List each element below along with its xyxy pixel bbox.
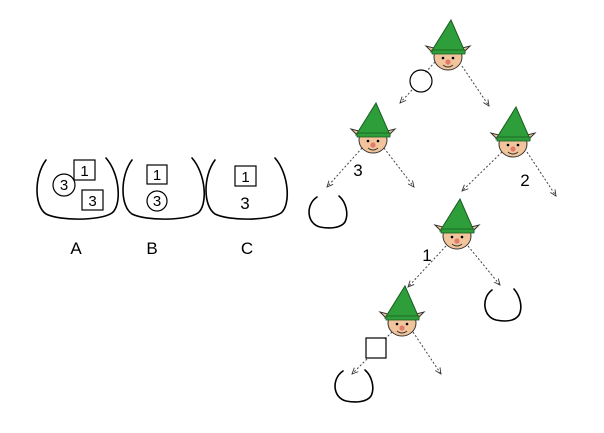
branch-label-right: 2	[520, 171, 529, 190]
tree-edges	[327, 61, 556, 374]
edge-left-to-right	[383, 147, 414, 187]
bag-label: C	[241, 239, 253, 258]
elf-icon	[490, 106, 536, 158]
edge-circle-to-elf-left	[400, 89, 413, 103]
token-value: 1	[241, 169, 249, 186]
edge-root-to-circle	[423, 61, 436, 75]
bag-label: A	[70, 239, 82, 258]
square-token-icon	[365, 337, 387, 359]
square-token-icon	[81, 189, 104, 211]
token-value: 3	[240, 194, 249, 213]
edge-mid-to-right	[467, 245, 500, 285]
square-token-icon	[234, 165, 257, 187]
edge-square-to-bag	[352, 358, 368, 374]
circle-token-icon	[52, 173, 76, 197]
bag-c: 1 3 C	[205, 157, 289, 258]
bag-icon	[205, 157, 289, 220]
bag-label: B	[146, 239, 157, 258]
bag-icon	[334, 369, 374, 403]
square-token-icon	[73, 159, 96, 181]
edge-root-to-elf-right	[461, 65, 489, 106]
edge-right-to-right	[526, 151, 556, 196]
token-value: 3	[153, 193, 161, 210]
square-token-icon	[146, 164, 168, 185]
branch-label-mid: 1	[422, 246, 431, 265]
elf-icon	[379, 285, 425, 337]
edge-lower-to-right	[412, 331, 441, 374]
circle-token-icon	[146, 190, 168, 212]
bag-b: 1 3 B	[122, 157, 206, 258]
bag-icon	[36, 157, 120, 220]
bag-a: 1 3 3 A	[36, 157, 120, 258]
circle-token-icon	[409, 69, 433, 93]
edge-mid-to-lower	[408, 245, 447, 287]
edge-right-to-mid	[462, 151, 503, 191]
elf-icon	[425, 19, 471, 71]
bag-icon	[122, 157, 206, 220]
token-value: 3	[88, 193, 96, 210]
elf-icon	[350, 102, 396, 154]
bag-icon	[484, 288, 522, 322]
bag-icon	[308, 195, 348, 229]
elf-icon	[434, 198, 480, 250]
token-value: 1	[80, 163, 88, 180]
branch-label-left: 3	[353, 161, 362, 180]
edge-left-to-bag	[327, 147, 363, 187]
token-value: 1	[153, 167, 161, 184]
token-value: 3	[60, 177, 68, 194]
